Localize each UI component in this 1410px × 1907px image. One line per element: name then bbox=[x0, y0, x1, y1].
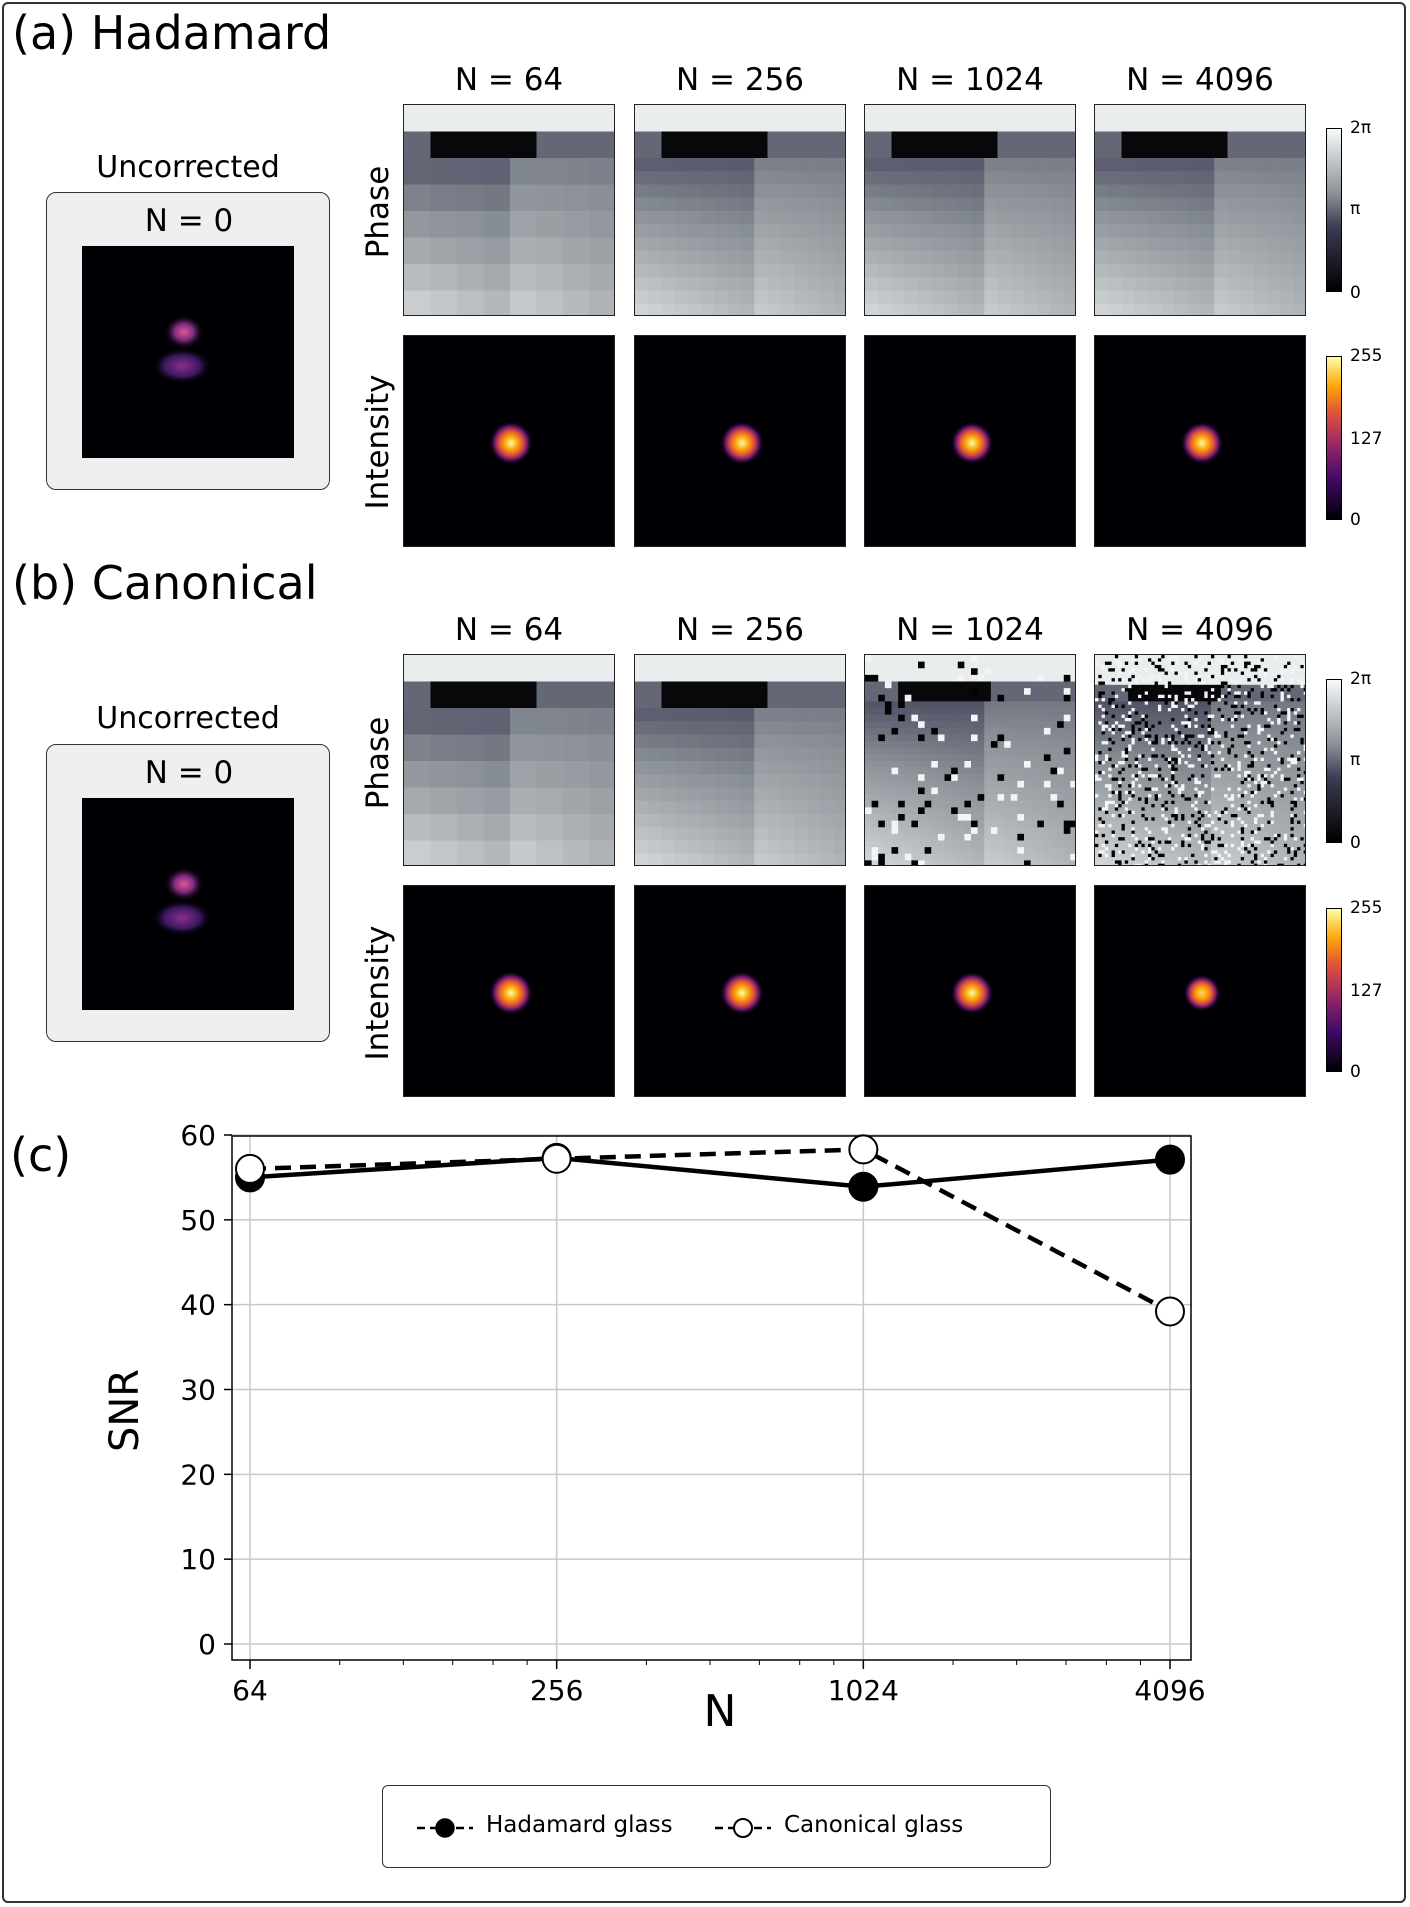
x-tick-label: 4096 bbox=[1134, 1674, 1205, 1707]
intensity-colorbar-tick: 255 bbox=[1350, 346, 1383, 366]
intensity-colorbar bbox=[1326, 356, 1342, 520]
legend-label-canonical: Canonical glass bbox=[784, 1812, 964, 1838]
panel-b-col-title-1: N = 64 bbox=[454, 612, 564, 648]
series-line-canonical bbox=[249, 1147, 1172, 1314]
phase-colorbar-tick: 0 bbox=[1350, 283, 1361, 303]
intensity-map bbox=[403, 885, 615, 1097]
y-tick-label: 60 bbox=[180, 1119, 216, 1152]
panel-a-col-title-1: N = 64 bbox=[454, 62, 564, 98]
panel-b-col-title-4: N = 4096 bbox=[1126, 612, 1274, 648]
phase-map bbox=[1094, 654, 1306, 866]
phase-map bbox=[864, 654, 1076, 866]
plot-area bbox=[231, 1135, 1192, 1661]
intensity-map bbox=[634, 335, 846, 547]
phase-map bbox=[403, 104, 615, 316]
panel-a-col-title-4: N = 4096 bbox=[1126, 62, 1274, 98]
phase-colorbar bbox=[1326, 679, 1342, 843]
panel-a-uncorrected-n: N = 0 bbox=[144, 203, 234, 239]
data-point-canonical bbox=[541, 1143, 572, 1174]
panel-a-uncorrected-image bbox=[82, 246, 294, 458]
legend: Hadamard glass Canonical glass bbox=[382, 1785, 1051, 1868]
phase-map bbox=[634, 654, 846, 866]
uncorrected-speckle bbox=[152, 315, 212, 384]
panel-c-title: (c) bbox=[10, 1128, 72, 1182]
panel-a-uncorrected-label: Uncorrected bbox=[96, 150, 280, 185]
panel-b-uncorrected-label: Uncorrected bbox=[96, 701, 280, 736]
intensity-colorbar-tick: 127 bbox=[1350, 981, 1383, 1001]
phase-colorbar-tick: 2π bbox=[1350, 669, 1372, 689]
x-tick-label: 256 bbox=[530, 1674, 583, 1707]
intensity-colorbar-tick: 255 bbox=[1350, 898, 1383, 918]
y-tick-label: 40 bbox=[180, 1289, 216, 1322]
legend-label-hadamard: Hadamard glass bbox=[486, 1812, 673, 1838]
y-tick-label: 30 bbox=[180, 1374, 216, 1407]
panel-a-title: (a) Hadamard bbox=[12, 6, 332, 60]
phase-map bbox=[864, 104, 1076, 316]
panel-b-col-title-3: N = 1024 bbox=[896, 612, 1044, 648]
intensity-colorbar-tick: 127 bbox=[1350, 429, 1383, 449]
intensity-map bbox=[1094, 885, 1306, 1097]
phase-colorbar-tick: π bbox=[1350, 750, 1361, 770]
phase-map bbox=[403, 654, 615, 866]
phase-colorbar-tick: 2π bbox=[1350, 118, 1372, 138]
data-point-canonical bbox=[235, 1153, 265, 1184]
panel-a-col-title-2: N = 256 bbox=[675, 62, 805, 98]
panel-b-title: (b) Canonical bbox=[12, 556, 318, 610]
intensity-colorbar-tick: 0 bbox=[1350, 510, 1361, 530]
panel-b-uncorrected-box: N = 0 bbox=[46, 744, 330, 1042]
panel-b-uncorrected-image bbox=[82, 798, 294, 1010]
panel-a-uncorrected-box: N = 0 bbox=[46, 192, 330, 490]
x-axis-label: N bbox=[703, 1686, 737, 1737]
panel-b-col-title-2: N = 256 bbox=[675, 612, 805, 648]
legend-marker-canonical bbox=[715, 1818, 771, 1838]
data-point-canonical bbox=[848, 1134, 879, 1165]
phase-map bbox=[1094, 104, 1306, 316]
intensity-map bbox=[864, 885, 1076, 1097]
intensity-map bbox=[864, 335, 1076, 547]
intensity-map bbox=[634, 885, 846, 1097]
data-point-hadamard bbox=[1155, 1144, 1185, 1175]
y-tick-label: 10 bbox=[180, 1543, 216, 1576]
x-tick-label: 1024 bbox=[828, 1674, 899, 1707]
x-tick-label: 64 bbox=[232, 1674, 268, 1707]
data-point-hadamard bbox=[848, 1171, 879, 1202]
intensity-map bbox=[1094, 335, 1306, 547]
intensity-map bbox=[403, 335, 615, 547]
intensity-colorbar-tick: 0 bbox=[1350, 1062, 1361, 1082]
data-point-canonical bbox=[1155, 1296, 1185, 1327]
y-tick-label: 0 bbox=[198, 1628, 216, 1661]
y-axis-label: SNR bbox=[102, 1368, 148, 1452]
phase-colorbar-tick: 0 bbox=[1350, 833, 1361, 853]
y-tick-label: 50 bbox=[180, 1204, 216, 1237]
intensity-colorbar bbox=[1326, 908, 1342, 1072]
uncorrected-speckle bbox=[152, 867, 212, 936]
panel-a-col-title-3: N = 1024 bbox=[896, 62, 1044, 98]
panel-b-uncorrected-n: N = 0 bbox=[144, 755, 234, 791]
phase-colorbar-tick: π bbox=[1350, 199, 1361, 219]
y-tick-label: 20 bbox=[180, 1458, 216, 1491]
legend-marker-hadamard bbox=[417, 1818, 473, 1838]
phase-map bbox=[634, 104, 846, 316]
series-line-hadamard bbox=[249, 1155, 1171, 1190]
phase-colorbar bbox=[1326, 128, 1342, 292]
